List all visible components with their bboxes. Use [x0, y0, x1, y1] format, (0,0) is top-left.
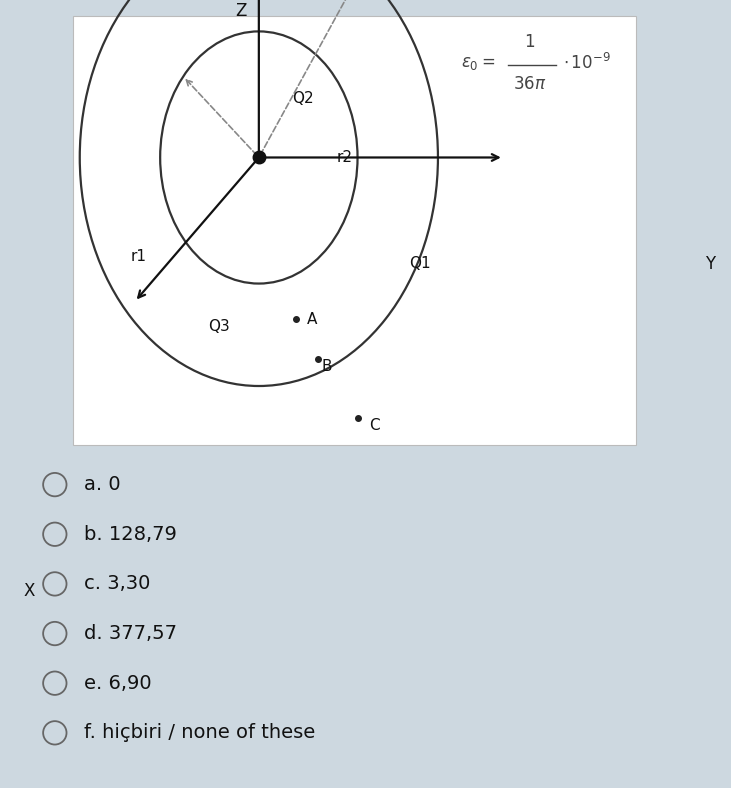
FancyBboxPatch shape: [73, 16, 636, 445]
Text: e. 6,90: e. 6,90: [84, 674, 152, 693]
Text: $\epsilon_0=$: $\epsilon_0=$: [461, 54, 495, 72]
Text: Q3: Q3: [208, 319, 230, 334]
Text: f. hiçbiri / none of these: f. hiçbiri / none of these: [84, 723, 315, 742]
Text: r1: r1: [130, 248, 146, 264]
Text: Y: Y: [705, 255, 716, 273]
Text: Q1: Q1: [409, 256, 431, 272]
Text: b. 128,79: b. 128,79: [84, 525, 177, 544]
Text: C: C: [369, 418, 380, 433]
Text: $1$: $1$: [524, 33, 536, 51]
Text: c. 3,30: c. 3,30: [84, 574, 151, 593]
Text: $\cdot\,10^{-9}$: $\cdot\,10^{-9}$: [563, 53, 610, 73]
Text: a. 0: a. 0: [84, 475, 121, 494]
Text: X: X: [23, 582, 35, 600]
Text: r2: r2: [336, 150, 352, 165]
Text: A: A: [307, 311, 317, 327]
Text: B: B: [322, 359, 332, 374]
Text: $36\pi$: $36\pi$: [513, 75, 547, 93]
Text: Z: Z: [235, 2, 247, 20]
Text: Q2: Q2: [292, 91, 314, 106]
Text: d. 377,57: d. 377,57: [84, 624, 177, 643]
